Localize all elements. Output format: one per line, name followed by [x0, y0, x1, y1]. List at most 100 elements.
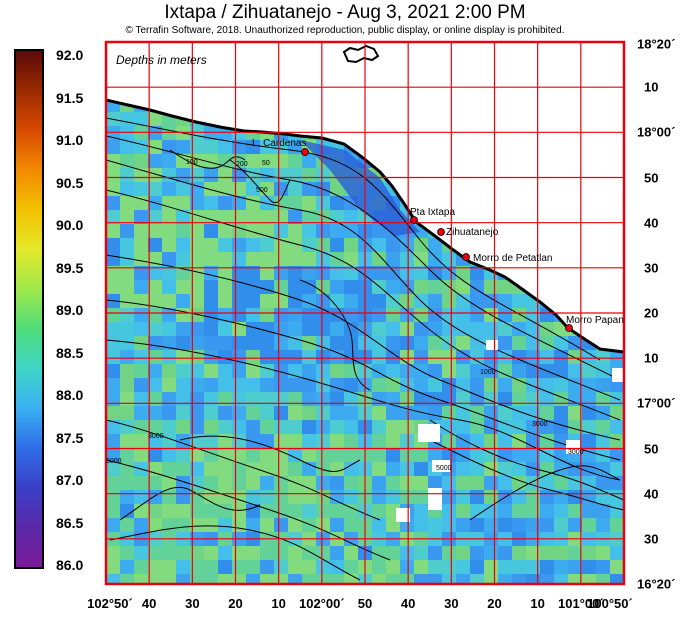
sst-cell: [414, 350, 428, 364]
sst-cell: [526, 420, 540, 434]
sst-cell: [330, 476, 344, 490]
sst-cell: [302, 434, 316, 448]
sst-cell: [302, 350, 316, 364]
sst-cell: [428, 378, 442, 392]
sst-cell: [470, 434, 484, 448]
sst-cell: [456, 266, 470, 280]
sst-cell: [372, 322, 386, 336]
sst-cell: [302, 378, 316, 392]
contour-depth-label: 1000: [480, 369, 496, 376]
sst-cell: [484, 546, 498, 560]
sst-cell: [134, 294, 148, 308]
sst-cell: [260, 238, 274, 252]
sst-cell: [120, 364, 134, 378]
sst-cell: [372, 350, 386, 364]
sst-cell: [470, 294, 484, 308]
sst-cell: [190, 504, 204, 518]
latitude-tick-label: 40: [644, 215, 659, 231]
sst-cell: [162, 350, 176, 364]
sst-cell: [148, 518, 162, 532]
sst-cell: [302, 280, 316, 294]
sst-cell: [120, 336, 134, 350]
city-marker[interactable]: [301, 148, 309, 156]
sst-cell: [498, 504, 512, 518]
sst-cell: [344, 336, 358, 350]
sst-cell: [246, 546, 260, 560]
sst-cell: [470, 378, 484, 392]
city-marker[interactable]: [462, 253, 470, 261]
sst-cell: [148, 294, 162, 308]
sst-cell: [372, 420, 386, 434]
sst-cell: [162, 224, 176, 238]
sst-cell: [120, 126, 134, 140]
sst-cell: [120, 420, 134, 434]
sst-cell: [610, 434, 624, 448]
sst-cell: [596, 420, 610, 434]
sst-cell: [526, 504, 540, 518]
sst-cell: [456, 490, 470, 504]
sst-cell: [176, 350, 190, 364]
sst-cell: [288, 350, 302, 364]
sst-cell: [134, 280, 148, 294]
sst-cell: [428, 252, 442, 266]
sst-cell: [596, 490, 610, 504]
sst-cell: [442, 350, 456, 364]
sst-cell: [218, 448, 232, 462]
sst-cell: [596, 378, 610, 392]
sst-cell: [554, 434, 568, 448]
sst-cell: [456, 504, 470, 518]
sst-cell: [498, 336, 512, 350]
sst-cell: [316, 210, 330, 224]
sst-cell: [386, 392, 400, 406]
sst-cell: [344, 462, 358, 476]
sst-cell: [302, 238, 316, 252]
sst-cell: [540, 378, 554, 392]
map-frame: [104, 40, 626, 586]
sst-cell: [218, 420, 232, 434]
sst-cell: [134, 140, 148, 154]
sst-cell: [400, 364, 414, 378]
sst-cell: [428, 518, 442, 532]
sst-cell: [148, 266, 162, 280]
sst-cell: [134, 112, 148, 126]
sst-cell: [120, 448, 134, 462]
sst-cell: [246, 476, 260, 490]
sst-cell: [568, 574, 582, 584]
sst-cell: [246, 238, 260, 252]
sst-cell: [302, 574, 316, 584]
sst-cell: [470, 476, 484, 490]
sst-cell: [232, 182, 246, 196]
sst-cell: [162, 294, 176, 308]
city-marker[interactable]: [437, 228, 445, 236]
sst-cell: [176, 322, 190, 336]
sst-cell: [568, 504, 582, 518]
sst-cell: [554, 504, 568, 518]
sst-cell: [162, 182, 176, 196]
sst-cell: [456, 420, 470, 434]
sst-cell: [400, 546, 414, 560]
city-marker[interactable]: [565, 324, 573, 332]
sst-cell: [246, 350, 260, 364]
sst-cell: [442, 266, 456, 280]
depth-contour-line: [429, 419, 624, 501]
sst-cell: [414, 322, 428, 336]
sst-cell: [106, 406, 120, 420]
colorbar-tick-label: 87.5: [56, 429, 84, 446]
sst-cell: [526, 448, 540, 462]
sst-cell: [134, 182, 148, 196]
city-marker[interactable]: [410, 216, 418, 224]
sst-cell: [568, 546, 582, 560]
sst-cell: [456, 518, 470, 532]
sst-cell: [344, 266, 358, 280]
sst-cell: [414, 476, 428, 490]
coastal-cool-band: [300, 140, 420, 236]
sst-cell: [162, 504, 176, 518]
sst-cell: [386, 266, 400, 280]
sst-cell: [456, 392, 470, 406]
sst-cell: [302, 406, 316, 420]
sst-cell: [540, 434, 554, 448]
sst-cell: [190, 168, 204, 182]
sst-cell: [204, 560, 218, 574]
sst-cell: [162, 168, 176, 182]
